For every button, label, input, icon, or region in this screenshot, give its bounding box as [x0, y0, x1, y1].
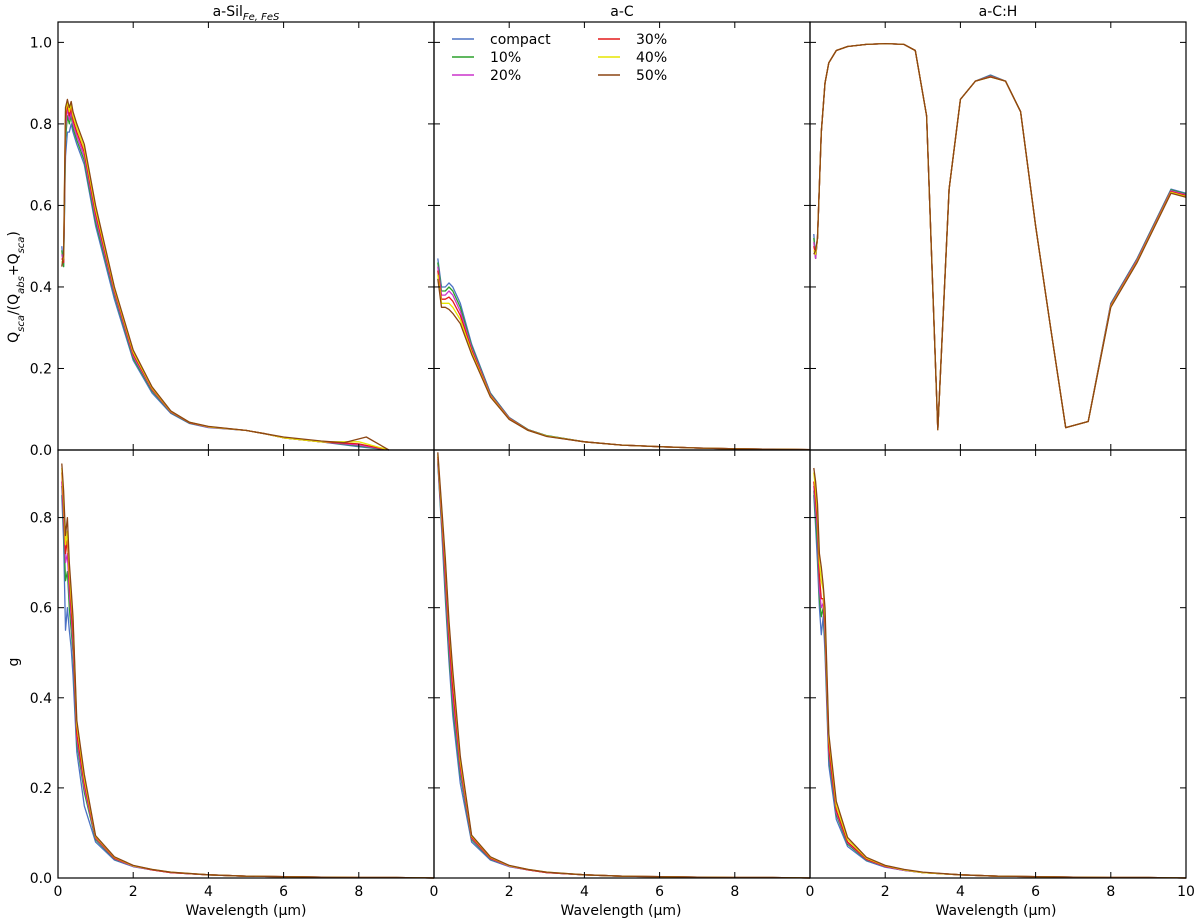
series-line-40pct [61, 100, 390, 451]
series-line-10pct [61, 485, 435, 879]
legend-label: 30% [636, 32, 667, 48]
series-line-compact [813, 42, 1187, 431]
x-tick-label: 4 [956, 884, 965, 900]
panel-6: 0 2 4 6 8 10 [806, 449, 1195, 900]
panels-group: 0.0 0.2 0.4 0.6 0.8 1.0 0 2 4 6 8 0.0 0.2 0.4 0.6 0.8 0 2… [30, 4, 1195, 900]
series-line-compact [61, 123, 389, 451]
panel-4: 0 2 4 6 8 0.0 0.2 0.4 0.6 0.8 [30, 449, 435, 900]
y-tick-label: 0.2 [30, 781, 52, 797]
y-axis-label-top: Qsca/(Qabs+Qsca) [6, 231, 27, 343]
x-tick-label: 6 [655, 884, 664, 900]
series-line-10pct [437, 461, 811, 879]
panel-3 [809, 21, 1187, 451]
panel-1: 0.0 0.2 0.4 0.6 0.8 1.0 [30, 21, 435, 459]
y-tick-label: 0.8 [30, 511, 52, 527]
x-tick-label: 2 [505, 884, 514, 900]
panel-frame [433, 449, 811, 879]
x-tick-label: 6 [279, 884, 288, 900]
x-tick-label: 8 [1106, 884, 1115, 900]
series-line-40pct [813, 472, 1187, 879]
legend-label: 20% [490, 68, 521, 84]
series-line-50pct [437, 452, 811, 879]
series-line-10pct [437, 262, 811, 451]
series-line-10pct [813, 42, 1187, 431]
series-line-20pct [813, 485, 1187, 879]
series-line-50pct [437, 278, 811, 451]
series-line-50pct [61, 463, 435, 879]
y-tick-label: 0.2 [30, 361, 52, 377]
series-line-30pct [813, 42, 1187, 431]
panel-title-1: a-SilFe, FeS [213, 4, 280, 23]
series-line-compact [813, 495, 1187, 879]
legend-label: 10% [490, 50, 521, 66]
panel-title-2: a-C [610, 4, 634, 20]
series-line-compact [61, 495, 435, 879]
y-tick-label: 0.0 [30, 443, 52, 459]
panel-frame [809, 21, 1187, 451]
x-tick-label: 6 [1031, 884, 1040, 900]
series-line-20pct [61, 481, 435, 879]
series-line-30pct [813, 481, 1187, 879]
series-line-40pct [61, 467, 435, 879]
series-line-30pct [61, 472, 435, 879]
x-tick-label: 8 [354, 884, 363, 900]
y-tick-label: 0.4 [30, 280, 52, 296]
x-tick-label: 8 [730, 884, 739, 900]
x-tick-label: 0 [54, 884, 63, 900]
y-axis-label-bottom: g [6, 658, 22, 667]
x-tick-label: 2 [881, 884, 890, 900]
x-tick-label: 4 [204, 884, 213, 900]
series-line-30pct [437, 270, 811, 451]
series-line-40pct [437, 274, 811, 451]
panel-2 [433, 21, 811, 451]
series-line-40pct [437, 454, 811, 879]
x-tick-label: 0 [806, 884, 815, 900]
series-line-30pct [437, 456, 811, 879]
series-line-20pct [437, 458, 811, 879]
legend-label: 40% [636, 50, 667, 66]
x-axis-label-middle: Wavelength (μm) [561, 903, 682, 919]
series-line-20pct [437, 266, 811, 451]
series-line-10pct [61, 115, 389, 451]
x-tick-label: 4 [580, 884, 589, 900]
y-tick-label: 0.0 [30, 871, 52, 887]
panel-title-subscript: Fe, FeS [243, 12, 280, 23]
legend-label: 50% [636, 68, 667, 84]
y-tick-label: 0.6 [30, 198, 52, 214]
x-tick-label: 0 [430, 884, 439, 900]
series-line-50pct [813, 467, 1187, 879]
series-line-50pct [813, 42, 1187, 431]
panel-title-3: a-C:H [979, 4, 1018, 20]
y-tick-label: 0.4 [30, 691, 52, 707]
panel-frame [809, 449, 1187, 879]
panel-frame [433, 21, 811, 451]
panel-frame [57, 449, 435, 879]
panel-frame [57, 21, 435, 451]
y-tick-label: 0.8 [30, 117, 52, 133]
x-axis-label-right: Wavelength (μm) [936, 903, 1057, 919]
y-tick-label: 1.0 [30, 35, 52, 51]
x-axis-label-left: Wavelength (μm) [186, 903, 307, 919]
series-line-10pct [813, 490, 1187, 879]
series-line-compact [437, 463, 811, 879]
legend-label: compact [490, 32, 551, 48]
legend: compact 10% 20% 30% 40% 50% [452, 32, 667, 84]
x-tick-label: 2 [129, 884, 138, 900]
series-line-40pct [813, 42, 1187, 431]
series-line-compact [437, 258, 811, 451]
series-line-20pct [813, 42, 1187, 431]
series-line-50pct [61, 98, 390, 451]
y-tick-label: 0.6 [30, 601, 52, 617]
panel-5: 0 2 4 6 8 [430, 449, 811, 900]
x-tick-label: 10 [1177, 884, 1195, 900]
